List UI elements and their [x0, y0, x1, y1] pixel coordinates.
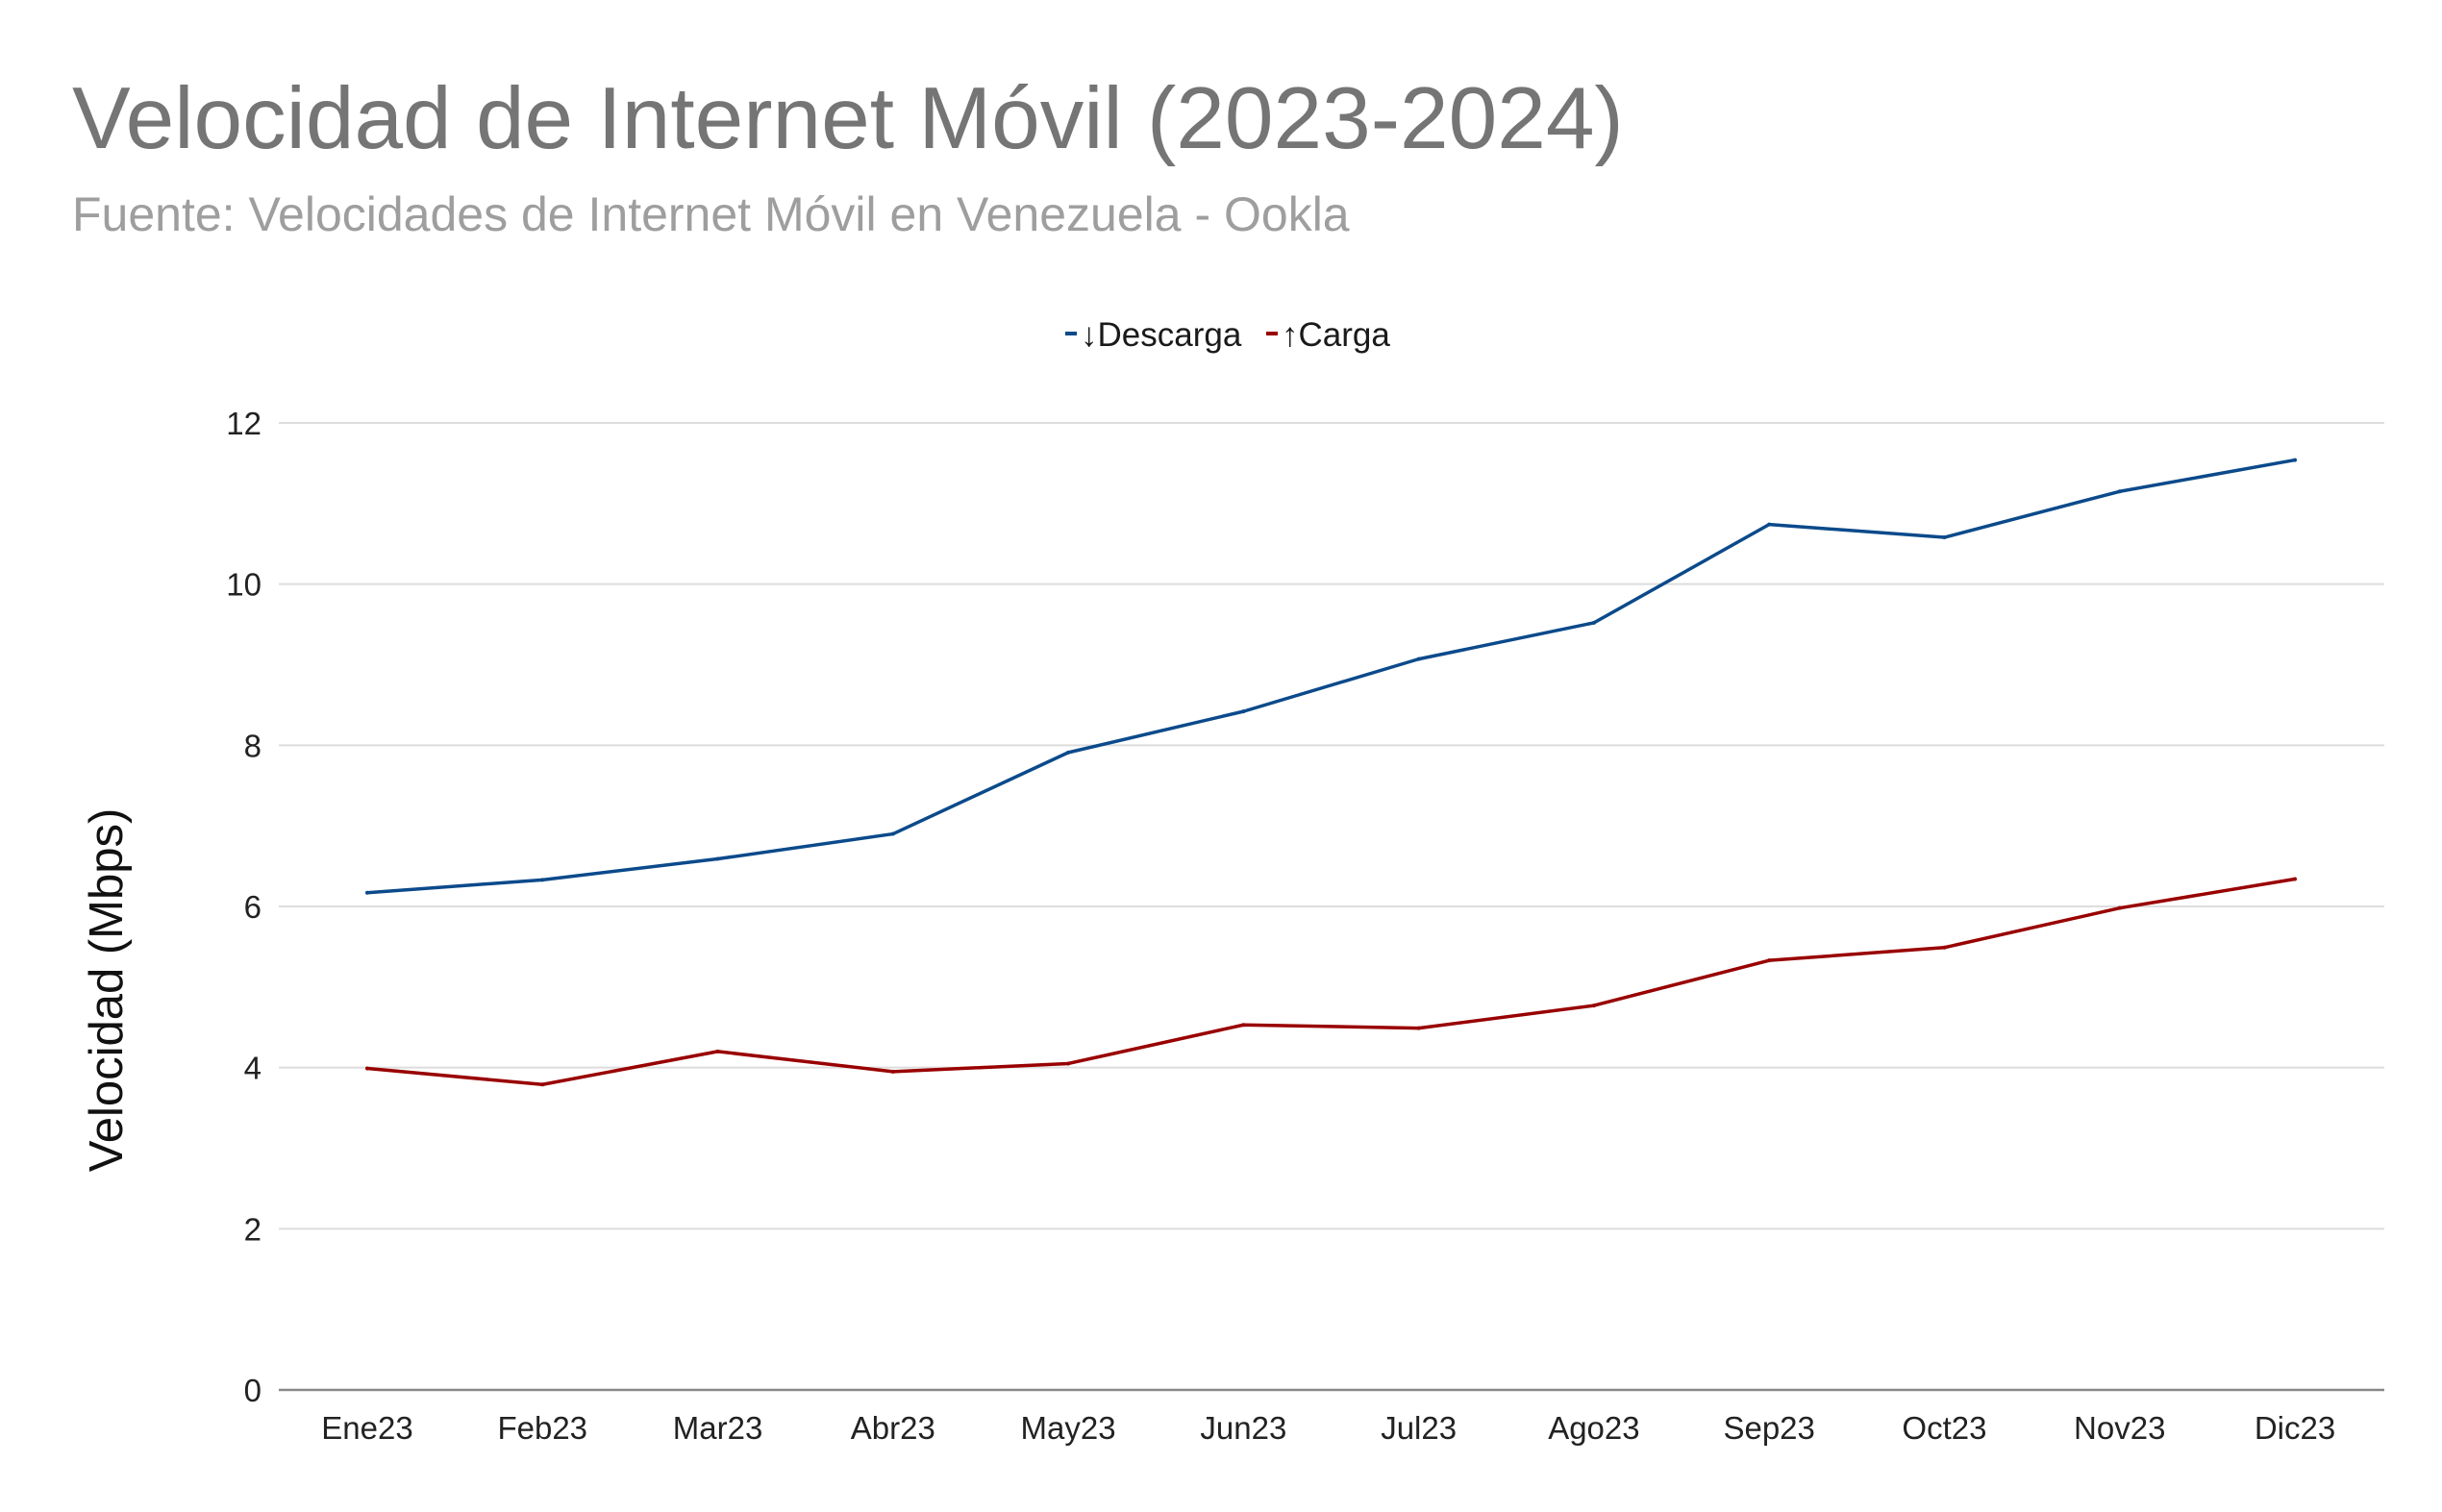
data-point [1066, 750, 1071, 755]
data-point [2293, 458, 2297, 462]
y-tick-label: 12 [226, 406, 262, 441]
x-tick-label: Jul23 [1381, 1410, 1457, 1446]
x-tick-label: Feb23 [497, 1410, 587, 1446]
legend: ↓Descarga ↑Carga [1065, 316, 1390, 354]
data-point [540, 1082, 545, 1087]
series-line-carga [365, 877, 2297, 1087]
legend-item-label: ↓Descarga [1081, 316, 1242, 354]
data-point [365, 1066, 369, 1071]
data-point [2117, 905, 2122, 910]
y-tick-label: 8 [244, 728, 262, 763]
data-point [1767, 522, 1772, 527]
data-point [1241, 1023, 1246, 1028]
data-point [715, 1049, 720, 1053]
x-tick-label: Ago23 [1548, 1410, 1639, 1446]
y-tick-label: 10 [226, 567, 262, 603]
x-tick-label: Jun23 [1200, 1410, 1286, 1446]
chart-title: Velocidad de Internet Móvil (2023-2024) [72, 70, 1624, 167]
legend-item-label: ↑Carga [1282, 316, 1390, 354]
data-point [1066, 1061, 1071, 1066]
data-point [890, 1069, 895, 1074]
data-point [1416, 657, 1421, 661]
axes: 0 2 4 6 8 10 12 Ene23 Feb23 Mar23 Abr23 May23 Jun23 J… [226, 406, 2384, 1446]
x-tick-label: May23 [1021, 1410, 1116, 1446]
data-point [890, 831, 895, 836]
data-point [2293, 877, 2297, 881]
gridlines [279, 422, 2384, 1230]
x-tick-label: Ene23 [321, 1410, 412, 1446]
y-tick-label: 6 [244, 889, 262, 925]
series-line-descarga [365, 458, 2297, 895]
data-point [1767, 958, 1772, 963]
y-tick-label: 4 [244, 1051, 262, 1086]
data-point [1591, 1004, 1596, 1008]
series-lines [365, 458, 2297, 1087]
data-point [1591, 620, 1596, 625]
chart-subtitle: Fuente: Velocidades de Internet Móvil en… [72, 187, 1350, 241]
y-axis-title: Velocidad (Mbps) [81, 808, 133, 1173]
data-point [1942, 535, 1947, 540]
data-point [2117, 489, 2122, 494]
x-tick-label: Abr23 [851, 1410, 935, 1446]
x-tick-label: Nov23 [2074, 1410, 2165, 1446]
y-tick-label: 0 [244, 1373, 262, 1408]
data-point [1942, 945, 1947, 950]
x-tick-label: Dic23 [2255, 1410, 2335, 1446]
data-point [365, 890, 369, 895]
data-point [1241, 709, 1246, 714]
data-point [540, 878, 545, 882]
x-tick-label: Sep23 [1723, 1410, 1814, 1446]
y-tick-label: 2 [244, 1211, 262, 1247]
data-point [715, 856, 720, 861]
data-point [1416, 1026, 1421, 1030]
x-tick-label: Oct23 [1902, 1410, 1986, 1446]
x-tick-label: Mar23 [673, 1410, 763, 1446]
